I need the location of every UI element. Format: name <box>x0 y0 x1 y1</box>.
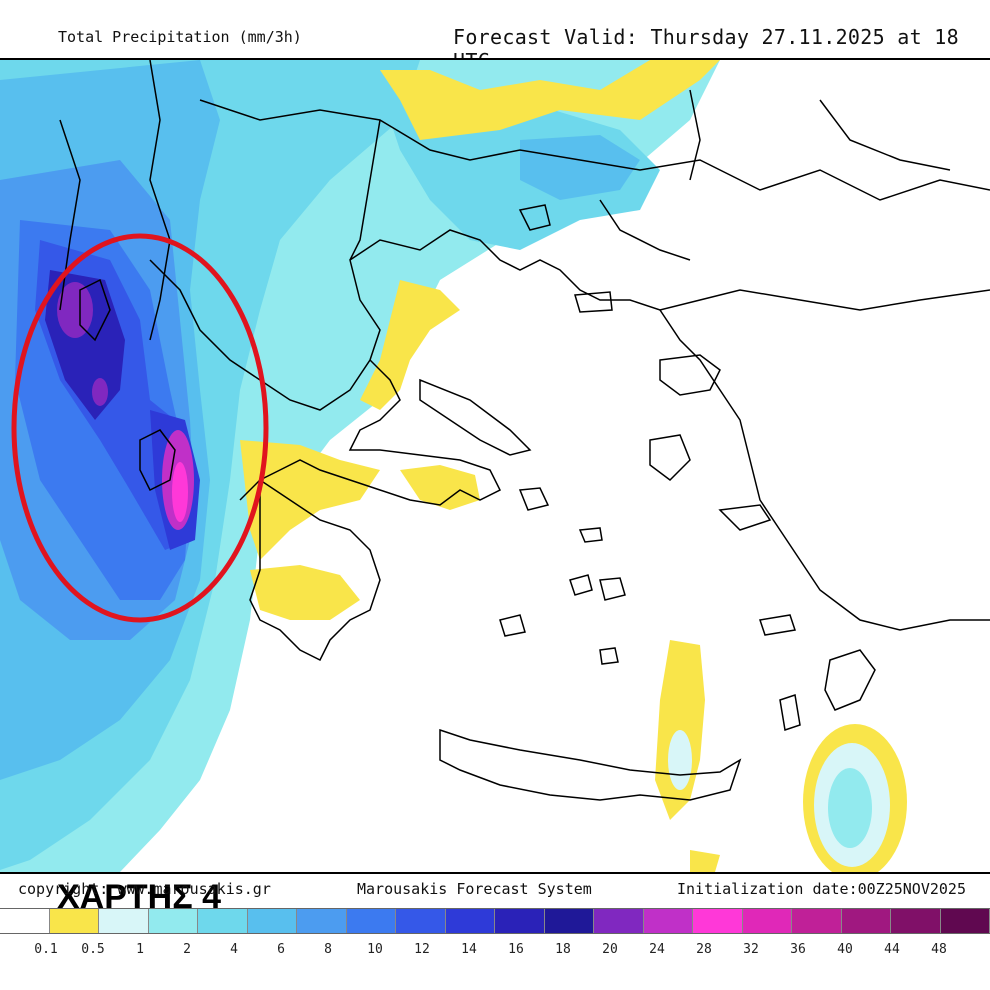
karpathos-coast <box>779 694 801 731</box>
legend-swatch <box>148 909 198 933</box>
legend-label: 40 <box>837 942 853 957</box>
legend-label: 8 <box>324 942 332 957</box>
legend-label: 10 <box>367 942 383 957</box>
precip-rhodes-core <box>828 768 872 848</box>
legend-label: 12 <box>414 942 430 957</box>
evia-coast <box>419 378 532 456</box>
legend-swatch <box>594 909 644 933</box>
precip-yellow-edge-coast <box>360 280 460 410</box>
lesvos-coast <box>659 354 721 396</box>
naxos-coast <box>599 577 626 601</box>
legend-swatch <box>49 909 99 933</box>
footer: copyright: www.marousakis.gr Marousakis … <box>0 874 990 904</box>
andros-coast <box>518 487 550 511</box>
precip-yellow-bottom <box>690 850 720 872</box>
mainland-greece-coast <box>149 229 990 411</box>
copyright-text: copyright: www.marousakis.gr <box>18 880 271 898</box>
precip-20-core-north <box>57 282 93 338</box>
highlight-ellipse <box>11 233 269 623</box>
balkan-border-2 <box>149 59 171 341</box>
legend-label: 48 <box>931 942 947 957</box>
legend-label: 28 <box>696 942 712 957</box>
precip-crete-core <box>668 730 692 790</box>
legend-swatch <box>891 909 941 933</box>
legend-label: 44 <box>884 942 900 957</box>
coastlines <box>59 59 990 801</box>
precip-yellow-pelop <box>250 565 360 620</box>
chios-coast <box>649 434 691 481</box>
legend-label: 4 <box>230 942 238 957</box>
map-title: Total Precipitation (mm/3h) <box>58 28 302 46</box>
thasos-coast <box>518 204 551 231</box>
precip-yellow-mid <box>240 440 380 560</box>
precip-north-band-core <box>520 135 640 200</box>
legend-swatch <box>198 909 248 933</box>
legend-swatch <box>0 909 50 933</box>
legend-swatch <box>643 909 693 933</box>
central-greece-coast <box>239 359 502 506</box>
precip-yellow-attica <box>400 465 480 510</box>
balkan-border-6 <box>689 89 701 181</box>
precip-yellow-edge-north <box>380 60 720 140</box>
legend-label: 16 <box>508 942 524 957</box>
mykonos-coast <box>578 527 603 543</box>
legend-label: 0.1 <box>34 942 58 957</box>
legend-swatch <box>742 909 792 933</box>
precip-20-core-mid <box>92 378 108 406</box>
legend-swatch <box>495 909 545 933</box>
legend-label: 32 <box>743 942 759 957</box>
map-canvas <box>0 59 990 880</box>
crete-coast <box>439 728 742 801</box>
samos-coast <box>718 504 772 531</box>
corfu-coast <box>79 278 111 342</box>
legend-label: 1 <box>136 942 144 957</box>
peloponnese-coast <box>249 478 381 662</box>
kos-coast <box>759 614 796 636</box>
legend-swatch <box>841 909 891 933</box>
color-scale-legend <box>0 908 990 934</box>
legend-label: 0.5 <box>81 942 105 957</box>
legend-label: 18 <box>555 942 571 957</box>
kefalonia-coast <box>139 429 176 492</box>
balkan-border-7 <box>819 99 951 171</box>
legend-swatch <box>346 909 396 933</box>
paros-coast <box>569 574 593 596</box>
legend-swatch <box>544 909 594 933</box>
legend-swatch <box>247 909 297 933</box>
legend-swatch <box>396 909 446 933</box>
legend-label: 6 <box>277 942 285 957</box>
legend-label: 14 <box>461 942 477 957</box>
turkey-coast <box>659 309 990 631</box>
legend-swatch <box>99 909 149 933</box>
precipitation-map: ΧΑΡΤΗΣ 4 <box>0 58 990 916</box>
legend-swatch <box>940 909 990 933</box>
legend-swatch <box>297 909 347 933</box>
legend-label: 2 <box>183 942 191 957</box>
santorini-coast <box>599 647 619 665</box>
system-name: Marousakis Forecast System <box>357 880 592 898</box>
legend-swatch <box>445 909 495 933</box>
balkan-border-4 <box>349 119 381 261</box>
legend-label: 20 <box>602 942 618 957</box>
legend-labels: 0.1 0.5 1 2 4 6 8 10 12 14 16 18 20 24 28 32 36 40 44 48 <box>0 942 990 962</box>
rhodes-coast <box>824 649 876 711</box>
legend-label: 24 <box>649 942 665 957</box>
legend-swatch <box>693 909 743 933</box>
legend-swatch <box>792 909 842 933</box>
header: Total Precipitation (mm/3h) Forecast Val… <box>0 0 990 73</box>
milos-coast <box>499 614 526 637</box>
legend-label: 36 <box>790 942 806 957</box>
initialization-date: Initialization date:00Z25NOV2025 <box>677 880 966 898</box>
precip-28-core-south <box>172 462 188 522</box>
balkan-border-5 <box>599 199 691 261</box>
limnos-coast <box>574 291 613 313</box>
balkan-border-3 <box>199 99 990 201</box>
